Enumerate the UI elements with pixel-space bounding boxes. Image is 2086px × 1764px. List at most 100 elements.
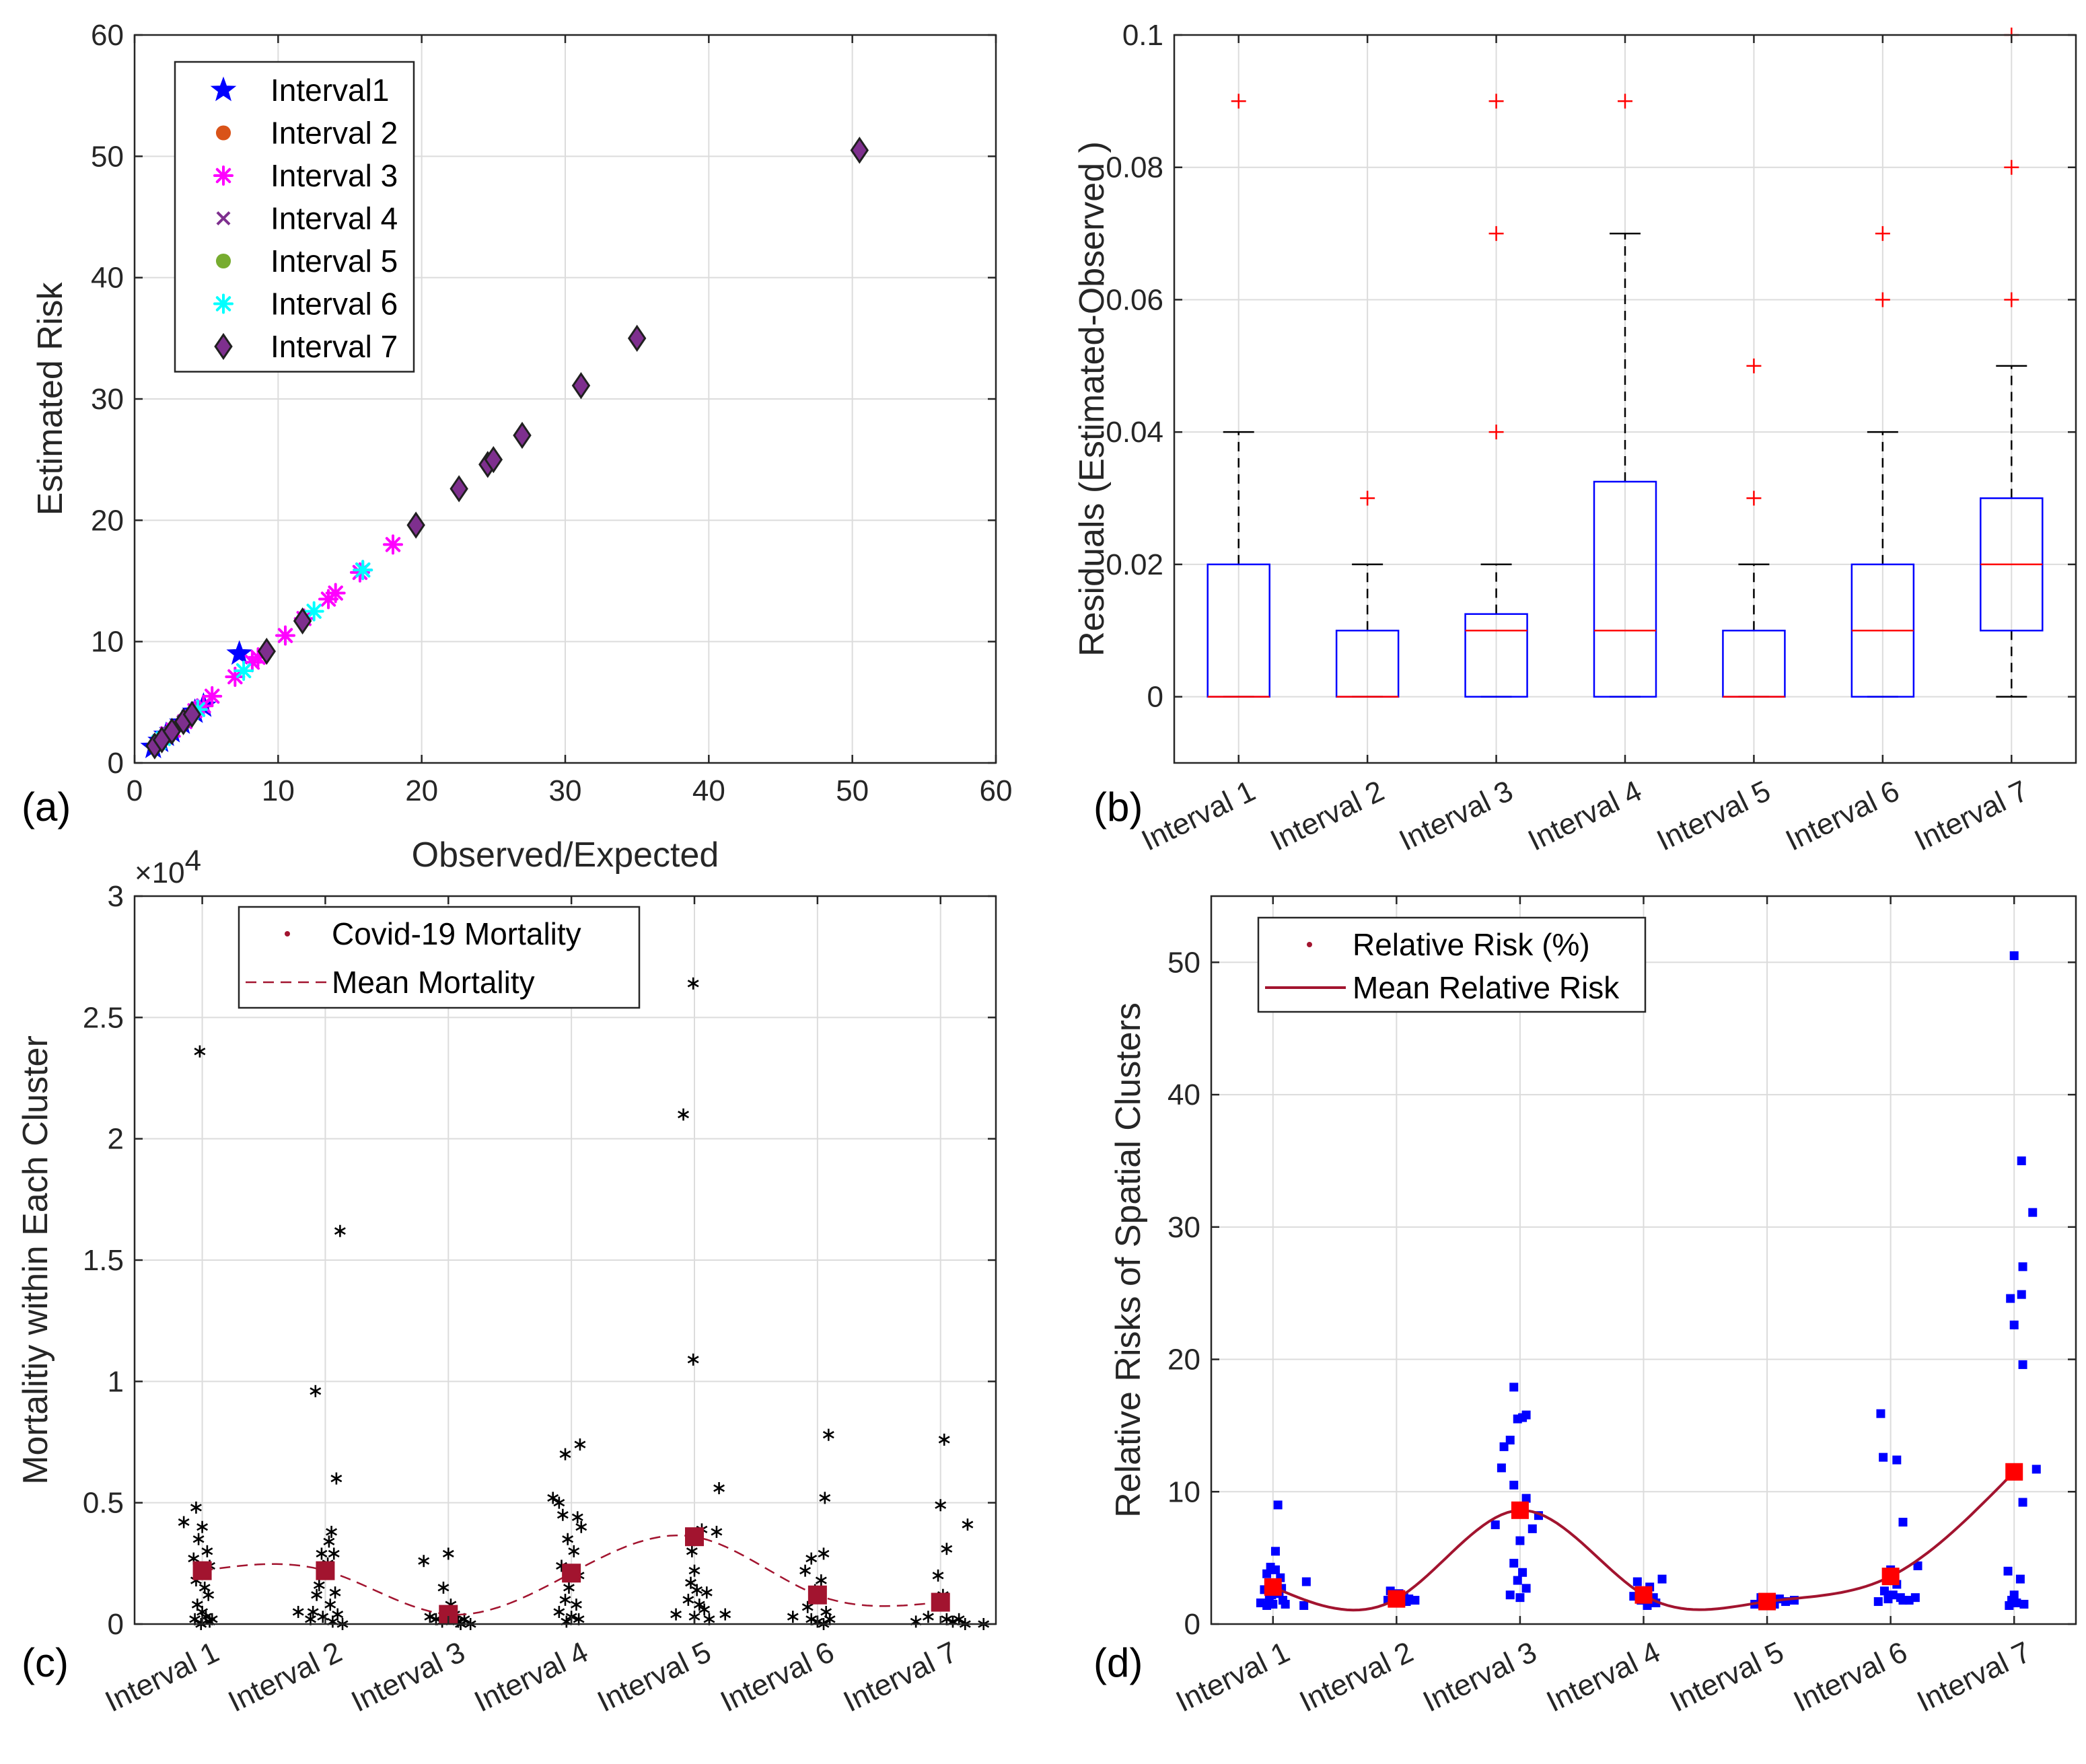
panel-a-label: (a) — [22, 784, 71, 830]
panel-a-legend-marker-7 — [214, 332, 233, 361]
panel-b-label: (b) — [1093, 784, 1143, 830]
panel-c-point-6-8 — [801, 1601, 814, 1613]
panel-c-point-7-1 — [935, 1499, 947, 1512]
panel-b-ytick-label-0: 0 — [1147, 681, 1163, 714]
panel-a-xtick-label-2: 20 — [405, 774, 438, 807]
panel-c-point-2-16-stroke — [332, 1610, 344, 1619]
panel-c-point-6-2-stroke — [805, 1554, 818, 1563]
panel-a-legend-marker-3-stroke — [215, 168, 231, 184]
panel-c-point-2-15-stroke — [317, 1613, 329, 1621]
panel-c-point-2-6 — [328, 1547, 340, 1560]
panel-a-point-s3-12 — [325, 583, 346, 603]
panel-c-legend-box — [238, 906, 641, 1009]
panel-d-point-7-11 — [2015, 1574, 2025, 1584]
panel-c-point-5-14-stroke — [670, 1610, 682, 1619]
panel-b-xtick-label-4: Interval 4 — [1523, 774, 1647, 857]
panel-c-legend-marker-1 — [285, 931, 290, 936]
panel-c-ytick-label-4: 2 — [108, 1123, 124, 1156]
panel-c-point-7-1-stroke — [935, 1501, 947, 1509]
panel-a-point-s6-4 — [303, 601, 324, 622]
panel-d-data — [1256, 951, 2041, 1612]
panel-a-legend-marker-1 — [210, 76, 237, 102]
panel-c-mean-marker-6 — [807, 1585, 827, 1605]
panel-c-point-4-14-stroke — [553, 1608, 565, 1616]
panel-c-point-4-11 — [563, 1581, 575, 1594]
panel-d-ytick-label-2: 20 — [1167, 1344, 1200, 1376]
panel-c-point-2-4 — [323, 1535, 335, 1548]
panel-a-point-s3-9 — [275, 625, 295, 646]
panel-a-xtick-label-1: 10 — [262, 774, 295, 807]
panel-c-point-6-0 — [822, 1428, 834, 1441]
panel-d-ytick-label-0: 0 — [1184, 1608, 1200, 1641]
panel-d-point-6-6 — [1879, 1586, 1889, 1596]
panel-c-point-6-10-stroke — [787, 1613, 799, 1621]
panel-c-point-2-9-stroke — [313, 1581, 325, 1589]
panel-a-legend-marker-6-stroke — [215, 296, 231, 311]
panel-c-point-2-1-stroke — [334, 1227, 346, 1235]
panel-d-label: (d) — [1093, 1640, 1143, 1685]
panel-c-point-1-8-stroke — [190, 1576, 202, 1584]
panel-b-outlier-6-0 — [1875, 292, 1890, 307]
panel-d-relative-risk-by-interval: Interval 1 Interval 2 Interval 3 Interval 4… — [1093, 895, 2077, 1718]
panel-c-point-1-5-stroke — [201, 1547, 213, 1555]
panel-b-outlier-2-0 — [1360, 490, 1375, 506]
panel-a-legend-marker-3 — [213, 166, 233, 186]
panel-d-point-7-0 — [2009, 951, 2019, 961]
panel-c-point-4-2 — [559, 1448, 571, 1461]
panel-c-ytick-label-5: 2.5 — [83, 1001, 124, 1034]
panel-c-point-6-4 — [799, 1564, 812, 1577]
panel-c-point-3-0-stroke — [418, 1557, 430, 1565]
panel-b-box-group-7 — [1980, 28, 2044, 698]
panel-d-point-6-3 — [1898, 1518, 1908, 1527]
panel-b-box-group-3 — [1464, 94, 1528, 698]
panel-c-point-5-3-stroke — [713, 1484, 725, 1492]
panel-a-point-s3-9-stroke — [277, 628, 293, 643]
panel-a-point-s7-6 — [293, 607, 312, 635]
panel-c-mean-marker-5 — [685, 1527, 704, 1547]
panel-c-xtick-label-1: Interval 1 — [100, 1636, 224, 1718]
panel-a-legend-label-2: Interval 2 — [271, 116, 398, 151]
panel-c-point-4-3 — [574, 1438, 586, 1451]
panel-a-scatter-estimated-vs-observed: 0 10 20 30 40 50 60 0 10 20 30 40 50 60 Observed/Expe… — [22, 19, 1012, 875]
panel-d-ytick-label-4: 40 — [1167, 1078, 1200, 1111]
panel-c-mean-marker-2 — [316, 1561, 335, 1580]
panel-c-point-5-13-stroke — [698, 1605, 711, 1613]
panel-c-point-6-5 — [815, 1574, 827, 1587]
panel-c-point-7-13-stroke — [953, 1615, 965, 1623]
panel-d-point-1-11 — [1281, 1599, 1290, 1609]
panel-c-point-4-12-stroke — [559, 1596, 571, 1604]
panel-d-point-7-3 — [2028, 1208, 2038, 1217]
panel-c-point-4-5-stroke — [571, 1513, 583, 1521]
panel-c-point-7-7 — [922, 1611, 934, 1623]
panel-d-point-3-3 — [1518, 1413, 1527, 1422]
panel-c-point-6-3-stroke — [818, 1549, 830, 1558]
panel-d-point-7-4 — [2006, 1294, 2015, 1303]
panel-d-point-1-0 — [1273, 1500, 1283, 1510]
panel-c-point-1-11-stroke — [191, 1601, 203, 1609]
panel-d-mean-marker-5 — [1758, 1592, 1776, 1611]
panel-c-point-2-14 — [324, 1598, 336, 1611]
panel-d-point-3-7 — [1509, 1480, 1519, 1490]
panel-c-point-3-2 — [437, 1581, 449, 1594]
panel-d-point-4-2 — [1657, 1574, 1667, 1584]
panel-c-point-5-5-stroke — [711, 1528, 723, 1536]
panel-c-point-5-16-stroke — [719, 1610, 731, 1619]
panel-b-ytick-label-5: 0.1 — [1122, 19, 1163, 52]
panel-a-point-s7-5 — [257, 637, 276, 665]
panel-a-point-s7-8 — [449, 475, 468, 503]
panel-a-point-s7-2 — [162, 717, 182, 745]
panel-a-ytick-label-4: 40 — [91, 262, 124, 295]
panel-c-xtick-label-6: Interval 6 — [715, 1636, 839, 1718]
panel-b-outlier-3-1 — [1488, 226, 1504, 242]
panel-c-point-4-4-stroke — [556, 1511, 569, 1519]
panel-c-point-2-12-stroke — [292, 1608, 304, 1616]
panel-a-point-s6-4-stroke — [306, 603, 322, 619]
panel-c-point-7-3 — [941, 1543, 953, 1555]
panel-c-point-5-6 — [686, 1545, 698, 1557]
panel-b-outlier-7-1 — [2004, 159, 2019, 175]
panel-c-ytick-label-1: 0.5 — [83, 1487, 124, 1520]
panel-d-mean-marker-6 — [1881, 1568, 1900, 1586]
panel-c-point-5-0-stroke — [678, 1110, 689, 1119]
panel-b-box-group-6 — [1850, 226, 1915, 698]
panel-a-point-s7-11 — [513, 421, 532, 449]
